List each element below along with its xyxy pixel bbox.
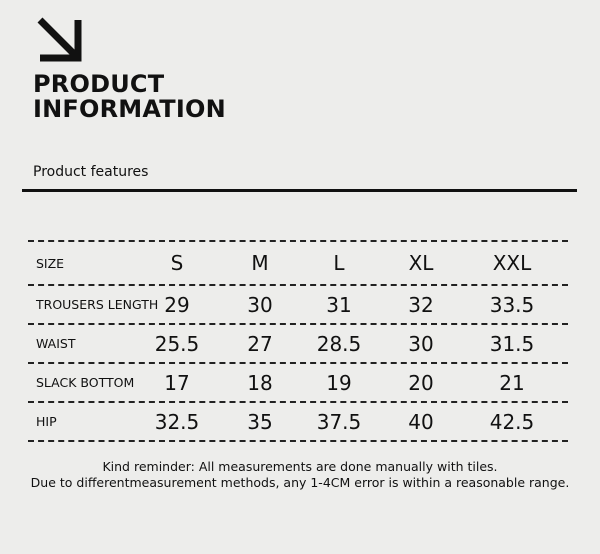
title-line-1: PRODUCT [33, 70, 165, 98]
arrow-down-right-icon [37, 17, 82, 62]
table-row: HIP 32.5 35 37.5 40 42.5 [28, 403, 568, 440]
measurement-cell: 29 [164, 292, 190, 317]
measurement-cell: 25.5 [154, 331, 200, 356]
reminder-line-2: Due to differentmeasurement methods, any… [30, 475, 570, 490]
size-header: XL [408, 251, 434, 275]
row-label: SLACK BOTTOM [36, 375, 135, 390]
row-label: TROUSERS LENGTH [36, 297, 159, 312]
table-row: SLACK BOTTOM 17 18 19 20 21 [28, 364, 568, 401]
row-label: WAIST [36, 336, 76, 351]
measurement-cell: 19 [326, 370, 352, 395]
measurement-cell: 33.5 [489, 292, 535, 317]
measurement-cell: 31.5 [489, 331, 535, 356]
dashed-divider [28, 362, 568, 364]
size-header: S [170, 251, 184, 275]
table-header-row: SIZE S M L XL XXL [28, 242, 568, 284]
size-table: SIZE S M L XL XXL TROUSERS LENGTH 29 30 31 32 33.5 W… [28, 240, 568, 442]
dashed-divider [28, 401, 568, 403]
row-label: SIZE [36, 255, 65, 271]
measurement-cell: 30 [408, 331, 434, 356]
title-line-2: INFORMATION [33, 95, 226, 123]
dashed-divider [28, 284, 568, 286]
page-title: PRODUCT INFORMATION [33, 72, 226, 122]
measurement-cell: 17 [164, 370, 190, 395]
measurement-cell: 28.5 [316, 331, 362, 356]
table-row: TROUSERS LENGTH 29 30 31 32 33.5 [28, 286, 568, 323]
size-header: XXL [492, 251, 532, 275]
reminder-line-1: Kind reminder: All measurements are done… [102, 459, 498, 474]
dashed-divider [28, 240, 568, 242]
size-header: L [333, 251, 345, 275]
measurement-cell: 32 [408, 292, 434, 317]
dashed-divider [28, 440, 568, 442]
measurement-cell: 40 [408, 409, 434, 434]
measurement-cell: 30 [247, 292, 273, 317]
measurement-cell: 37.5 [316, 409, 362, 434]
measurement-cell: 42.5 [489, 409, 535, 434]
measurement-cell: 21 [499, 370, 525, 395]
divider [22, 189, 577, 192]
table-row: WAIST 25.5 27 28.5 30 31.5 [28, 325, 568, 362]
measurement-cell: 20 [408, 370, 434, 395]
measurement-cell: 32.5 [154, 409, 200, 434]
dashed-divider [28, 323, 568, 325]
row-label: HIP [36, 414, 57, 429]
measurement-cell: 31 [326, 292, 352, 317]
size-header: M [251, 251, 269, 275]
measurement-cell: 35 [247, 409, 273, 434]
measurement-cell: 18 [247, 370, 273, 395]
measurement-cell: 27 [247, 331, 273, 356]
section-subtitle: Product features [33, 164, 149, 180]
